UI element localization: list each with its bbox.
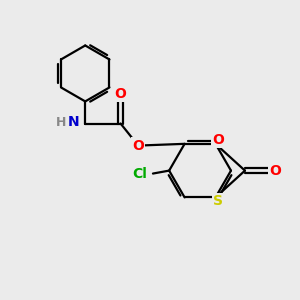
Text: O: O [115,87,127,101]
Text: O: O [132,139,144,153]
Text: O: O [269,164,281,178]
Text: Cl: Cl [132,167,147,181]
Text: O: O [212,133,224,147]
Text: N: N [68,115,80,129]
Text: S: S [214,194,224,208]
Text: H: H [56,116,66,128]
